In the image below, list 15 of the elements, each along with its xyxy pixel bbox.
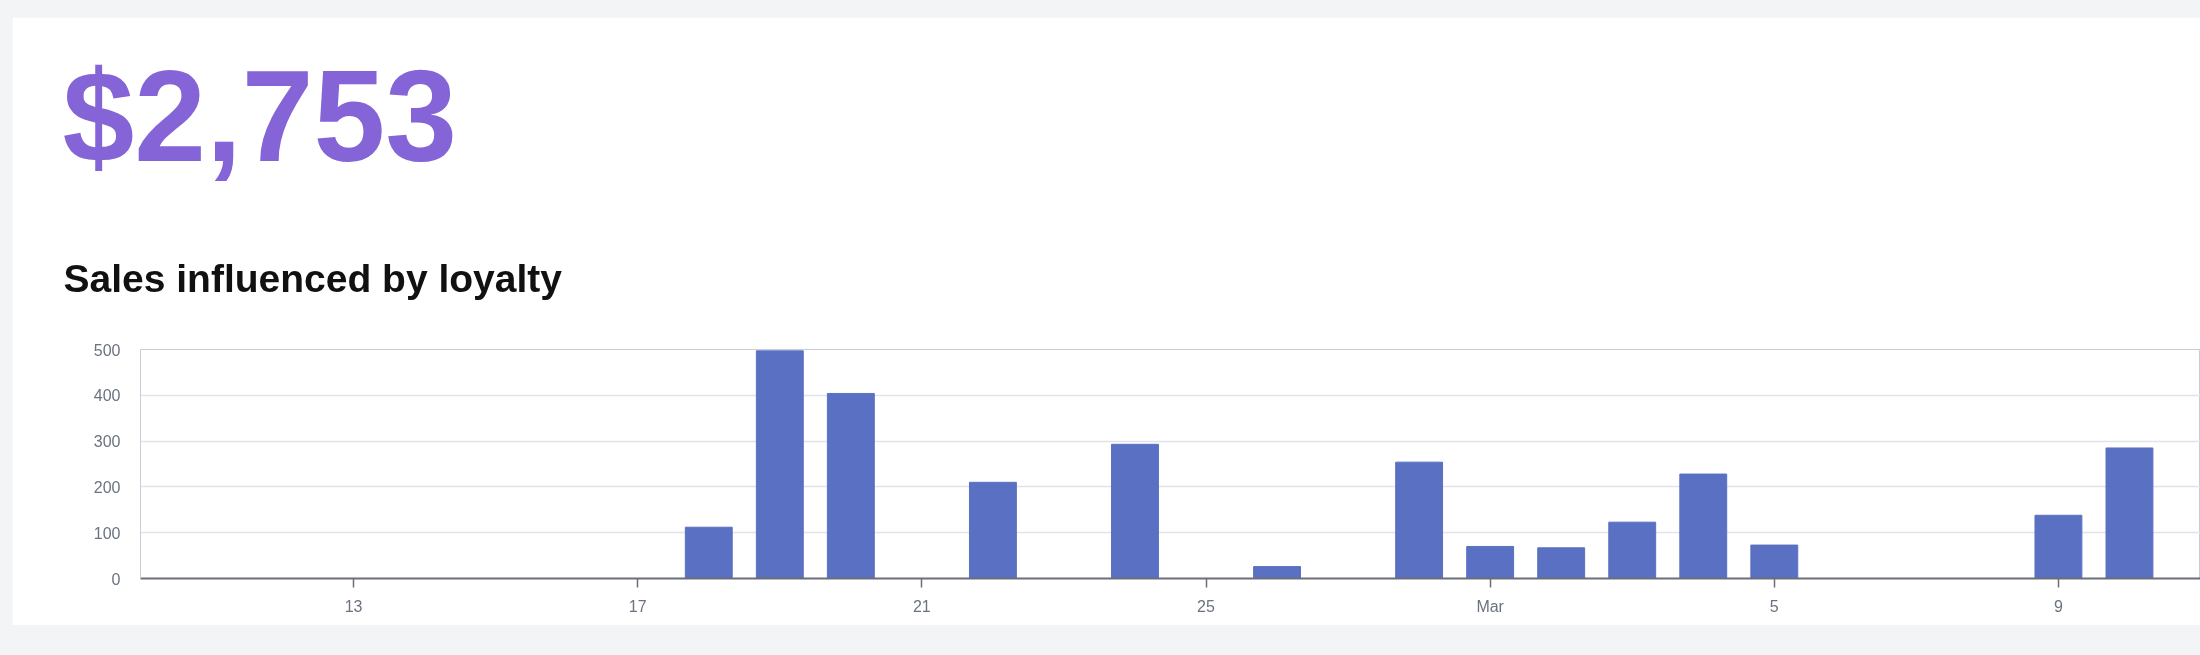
x-tick-label: Mar [1476,597,1505,615]
chart-title: $2,753 [62,43,458,188]
x-tick-label: 9 [2053,597,2063,615]
y-tick-label: 100 [93,524,121,542]
x-tick-label: 13 [344,597,363,615]
chart-subtitle: Sales influenced by loyalty [63,256,563,300]
y-tick-label: 0 [111,570,121,588]
y-tick-label: 300 [93,433,121,451]
y-tick-label: 500 [93,341,121,359]
x-tick-label: 21 [912,597,931,615]
x-tick-label: 17 [628,597,647,615]
y-tick-label: 400 [93,387,121,405]
x-tick-label: 25 [1197,597,1216,615]
x-tick-label: 5 [1769,597,1779,615]
y-tick-label: 200 [93,478,121,496]
